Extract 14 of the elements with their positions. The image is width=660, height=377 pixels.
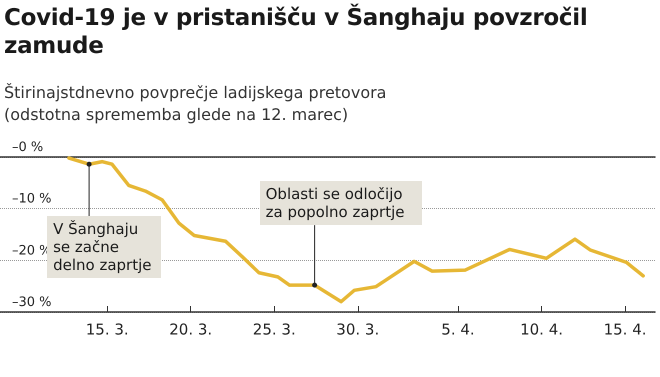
x-tick-label: 5. 4.: [441, 320, 475, 338]
y-tick-label: –0 %: [12, 140, 44, 155]
callout-box: Oblasti se odločijo za popolno zaprtje: [260, 181, 422, 226]
y-tick-label: –30 %: [12, 295, 52, 310]
x-tick-label: 20. 3.: [169, 320, 212, 338]
x-tick-label: 25. 3.: [252, 320, 296, 338]
x-tick-label: 15. 3.: [86, 320, 129, 338]
x-tick-label: 15. 4.: [604, 320, 647, 338]
x-tick-label: 30. 3.: [336, 320, 380, 338]
chart-subtitle: Štirinajstdnevno povprečje ladijskega pretovora (odstotna sprememba glede na 12. marec): [4, 82, 388, 126]
x-tick-label: 10. 4.: [520, 320, 564, 338]
y-tick-label: –10 %: [12, 192, 52, 207]
callout-box: V Šanghaju se začne delno zaprtje: [47, 216, 162, 278]
chart-title: Covid-19 je v pristanišču v Šanghaju povzročil zamude: [4, 4, 588, 60]
